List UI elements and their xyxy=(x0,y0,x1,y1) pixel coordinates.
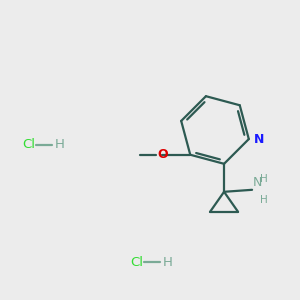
Text: H: H xyxy=(163,256,173,268)
Text: N: N xyxy=(254,133,264,146)
Text: H: H xyxy=(260,195,268,205)
Text: H: H xyxy=(55,139,65,152)
Text: Cl: Cl xyxy=(22,139,35,152)
Text: H: H xyxy=(260,174,268,184)
Text: O: O xyxy=(157,148,168,161)
Text: Cl: Cl xyxy=(130,256,143,268)
Text: N: N xyxy=(253,176,262,189)
